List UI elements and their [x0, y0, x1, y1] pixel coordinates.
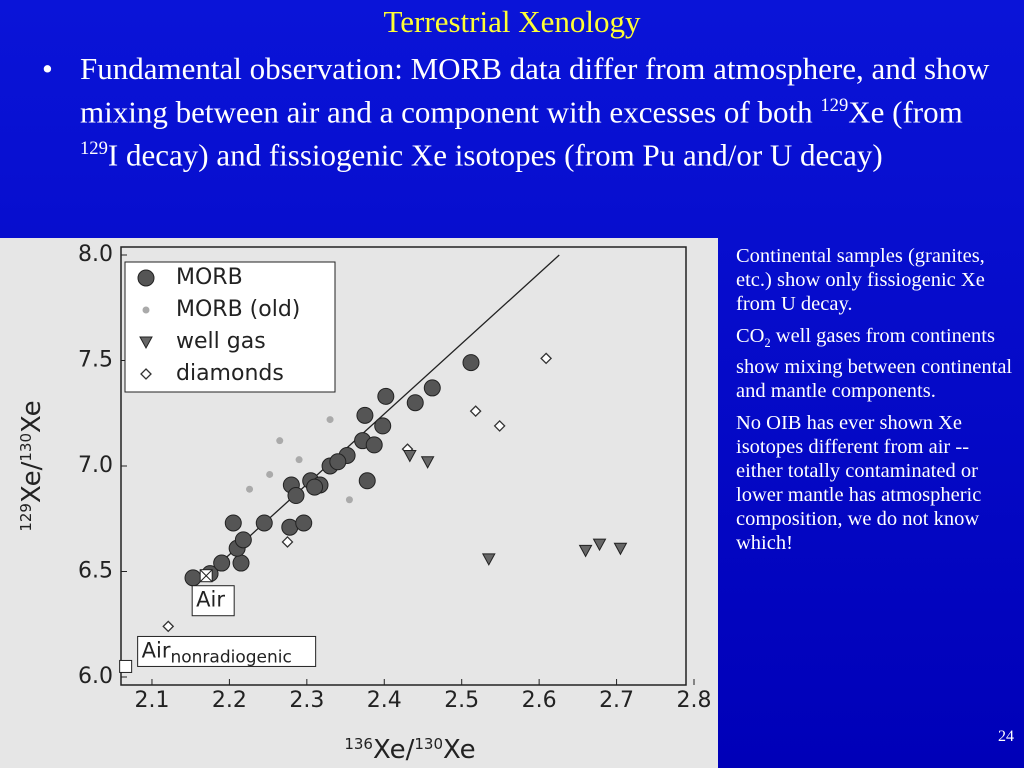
diamond-point [469, 405, 482, 418]
morb-point [377, 387, 395, 405]
morb-point [232, 554, 250, 572]
x-tick-label: 2.6 [522, 688, 557, 713]
x-tick-label: 2.3 [289, 688, 324, 713]
bullet-text: Fundamental observation: MORB data diffe… [80, 50, 1002, 174]
label-subscript: nonradiogenic [170, 647, 291, 667]
x-axis-label: 136Xe/130Xe [344, 735, 475, 765]
y-tick-label: 7.0 [78, 453, 113, 478]
page-number: 24 [998, 728, 1014, 745]
y-tick-label: 7.5 [78, 348, 113, 373]
diamond-point [140, 368, 152, 380]
diamond-point [540, 352, 553, 365]
morb-point [365, 436, 383, 454]
label-superscript: 130 [414, 735, 443, 753]
morb-point [255, 514, 273, 532]
legend-label: MORB [176, 265, 243, 290]
morb-point [234, 531, 252, 549]
morb-point [295, 514, 313, 532]
morb-point [356, 406, 374, 424]
morb-point [306, 478, 324, 496]
reference-label: Airnonradiogenic [142, 638, 292, 667]
morb-old-point [246, 485, 254, 493]
label-superscript: 130 [17, 433, 35, 462]
note: CO2 well gases from continents show mixi… [736, 324, 1018, 403]
label-run: Xe [17, 400, 47, 433]
y-axis-label: 129Xe/130Xe [17, 400, 47, 531]
morb-point [423, 379, 441, 397]
y-tick-label: 6.0 [78, 664, 113, 689]
superscript: 129 [820, 95, 849, 116]
note: Continental samples (granites, etc.) sho… [736, 244, 1018, 316]
morb-point [287, 487, 305, 505]
x-tick-label: 2.2 [212, 688, 247, 713]
well-gas-point [578, 544, 593, 558]
chart-background [0, 238, 718, 768]
y-tick-label: 8.0 [78, 242, 113, 267]
morb-old-point [295, 456, 303, 464]
well-gas-point [592, 538, 607, 552]
morb-old-point [345, 496, 353, 504]
well-gas-point [402, 449, 417, 463]
label-run: Xe/ [373, 735, 415, 765]
text-run: Continental samples (granites, etc.) sho… [736, 245, 985, 315]
well-gas-point [420, 456, 435, 469]
notes: Continental samples (granites, etc.) sho… [736, 244, 1018, 563]
morb-point [137, 269, 155, 287]
morb-point [224, 514, 242, 532]
diamond-point [493, 419, 506, 432]
legend-label: MORB (old) [176, 297, 300, 322]
morb-point [462, 354, 480, 372]
x-tick-label: 2.5 [444, 688, 479, 713]
text-run: I decay) and fissiogenic Xe isotopes (fr… [107, 137, 883, 173]
reference-point [119, 659, 133, 673]
x-tick-label: 2.7 [599, 688, 634, 713]
morb-old-point [266, 470, 274, 478]
label-superscript: 129 [17, 503, 35, 532]
diamond-point [162, 620, 175, 633]
label-run: Air [142, 638, 171, 662]
label-run: Xe/ [17, 461, 47, 503]
slide-title: Terrestrial Xenology [383, 4, 641, 39]
x-tick-label: 2.1 [134, 688, 169, 713]
reference-label-box [191, 585, 235, 617]
x-tick-label: 2.8 [677, 688, 712, 713]
morb-point [358, 472, 376, 490]
bullet-dot: • [42, 51, 53, 86]
reference-cross [199, 569, 213, 583]
bullet: • Fundamental observation: MORB data diff… [42, 50, 1002, 174]
morb-point [213, 554, 231, 572]
legend-label: well gas [176, 329, 266, 354]
legend-box [124, 261, 336, 393]
morb-point [184, 569, 202, 587]
note: No OIB has ever shown Xe isotopes differ… [736, 411, 1018, 555]
well-gas-point [481, 553, 496, 566]
chart: 2.1 2.2 2.3 2.4 2.5 2.6 2.7 2.8 6.0 6.5 7.0 7.5 8.0 1… [0, 238, 718, 768]
y-tick-label: 6.5 [78, 559, 113, 584]
well-gas-point [139, 336, 153, 350]
text-run: Fundamental observation: MORB data diffe… [80, 51, 990, 130]
well-gas-point [613, 542, 628, 556]
reference-label-box [137, 635, 317, 667]
morb-point [406, 394, 424, 412]
morb-old-point [326, 416, 334, 424]
text-run: Xe (from [848, 94, 963, 130]
subscript: 2 [764, 336, 771, 351]
label-run: Xe [443, 735, 476, 765]
legend-label: diamonds [176, 361, 284, 386]
morb-old-point [276, 437, 284, 445]
morb-point [329, 453, 347, 471]
text-run: well gases from continents show mixing b… [736, 325, 1013, 403]
diamond-point [281, 536, 294, 548]
label-superscript: 136 [344, 735, 373, 753]
text-run: No OIB has ever shown Xe isotopes differ… [736, 412, 982, 555]
x-tick-label: 2.4 [367, 688, 402, 713]
label-run: Air [196, 588, 225, 612]
superscript: 129 [80, 138, 108, 160]
morb-old-point [142, 306, 150, 314]
text-run: CO [736, 325, 765, 347]
reference-label: Air [196, 588, 225, 612]
morb-point [374, 417, 392, 435]
